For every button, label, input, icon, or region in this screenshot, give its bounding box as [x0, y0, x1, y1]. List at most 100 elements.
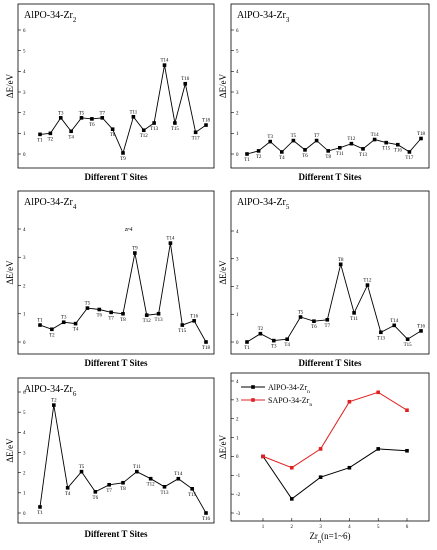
series-2-point [376, 390, 380, 395]
series-2-point [261, 454, 265, 459]
data-point-t16 [192, 319, 196, 323]
data-point-t6 [312, 319, 316, 323]
point-label: T16 [181, 77, 190, 82]
y-tick-label: 2 [236, 111, 239, 116]
data-point-t15 [190, 487, 194, 491]
point-label: T6 [302, 154, 308, 159]
series-line [246, 138, 422, 155]
data-point-t7 [314, 138, 319, 143]
panel-title: AlPO-34-Zr5 [237, 197, 290, 211]
point-label: T16 [202, 517, 211, 522]
y-tick-label: 0 [236, 341, 239, 346]
point-label: T15 [382, 147, 391, 152]
data-point-t15 [384, 140, 388, 145]
data-point-t12 [349, 141, 354, 146]
point-label: T4 [65, 492, 71, 497]
legend-marker-1 [251, 385, 255, 389]
point-label: T2 [256, 155, 262, 160]
series-1-point [405, 448, 409, 453]
y-tick-label: 5 [23, 49, 26, 54]
point-label: T16 [394, 149, 403, 154]
plot-frame [17, 3, 215, 169]
data-point-t14 [176, 476, 181, 481]
point-label: T2 [49, 333, 55, 338]
legend-text: SAPO-34-Zr [268, 396, 310, 405]
legend-text: AlPO-34-Zr [268, 383, 307, 392]
data-point-t5 [291, 138, 296, 143]
point-label: T12 [147, 483, 156, 488]
point-label: T7 [314, 134, 320, 139]
point-label: T8 [325, 155, 331, 160]
data-point-t7 [107, 482, 111, 487]
y-tick-label: 1 [23, 313, 26, 318]
x-axis-label: Different T Sites [299, 172, 362, 182]
x-axis-label-xlabel-tail: (n=1~6) [321, 531, 350, 541]
data-point-t8 [326, 149, 330, 153]
point-label: T11 [336, 152, 344, 157]
legend-label-2: SAPO-34-Zrn [268, 396, 312, 408]
panel-title-main: AlPO-34-Zr [237, 10, 287, 21]
data-point-t13 [162, 484, 167, 489]
series-line-2 [262, 391, 408, 469]
x-tick-label: 5 [377, 525, 380, 530]
y-tick-label: 4 [23, 228, 26, 233]
data-point-t12 [365, 283, 370, 287]
point-label: T8 [110, 133, 116, 138]
data-point-t7 [109, 310, 113, 315]
point-label: T13 [359, 153, 368, 158]
y-tick-label: 0 [236, 455, 239, 460]
x-tick-label: 2 [291, 525, 294, 530]
data-point-t3 [61, 320, 66, 325]
data-point-t17 [193, 130, 198, 135]
x-axis-label-xlabel: Zr [309, 531, 318, 541]
y-tick-label: 3 [236, 91, 239, 96]
data-point-t11 [352, 311, 356, 315]
y-tick-label: 3 [236, 258, 239, 263]
y-tick-label: 4 [236, 380, 239, 385]
data-point-t3 [271, 338, 276, 343]
point-label: T3 [267, 135, 273, 140]
y-tick-label: 2 [236, 285, 239, 290]
x-tick-label: 1 [262, 525, 265, 530]
point-label: T3 [58, 111, 64, 116]
panel-title: AlPO-34-Zr3 [237, 10, 290, 24]
point-label: T16 [190, 314, 199, 319]
panel-title-sub: 5 [286, 203, 290, 211]
y-tick-label: 2 [23, 111, 26, 116]
point-label: T11 [350, 317, 358, 322]
data-point-t5 [298, 315, 303, 319]
point-label: T14 [390, 319, 399, 324]
point-label: T7 [106, 489, 112, 494]
point-label: T14 [160, 59, 169, 64]
data-point-t9 [133, 251, 137, 255]
y-axis-label: ΔE/eV [218, 73, 228, 98]
panel-title-main: AlPO-34-Zr [24, 10, 74, 21]
y-axis-label: ΔE/eV [218, 434, 228, 459]
data-point-t3 [58, 116, 63, 120]
series-1-point [318, 475, 323, 479]
plot-frame [230, 372, 430, 522]
x-axis-label: Zrn(n=1~6) [309, 531, 350, 545]
point-label: T5 [79, 111, 85, 116]
data-point-t2 [256, 149, 261, 153]
y-tick-label: 4 [236, 70, 239, 75]
point-label: T8 [338, 258, 344, 263]
series-2-point [405, 408, 409, 413]
x-axis-label-xlabel-sub: n [318, 538, 322, 545]
data-point-t17 [407, 150, 412, 154]
point-label: T18 [202, 119, 211, 124]
series-1-point [290, 497, 294, 501]
y-tick-label: -1 [236, 474, 241, 479]
data-point-t4 [65, 485, 70, 490]
plot-frame [230, 190, 430, 355]
data-point-t8 [121, 480, 125, 485]
y-tick-label: -3 [236, 512, 241, 517]
panel-title-main: AlPO-34-Zr [24, 197, 74, 208]
data-point-t7 [325, 318, 330, 322]
point-label: T4 [73, 328, 79, 333]
point-label: T2 [51, 399, 57, 404]
y-axis-label: ΔE/eV [5, 438, 15, 463]
x-axis-label: Different T Sites [85, 358, 148, 368]
series-2-point [347, 399, 352, 404]
data-point-t1 [38, 132, 42, 137]
